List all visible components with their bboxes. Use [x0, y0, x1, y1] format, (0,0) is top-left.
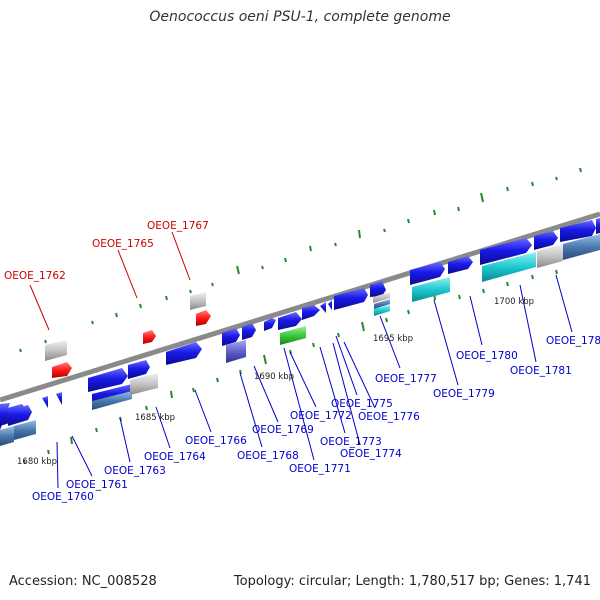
gene-label: OEOE_1774: [340, 448, 402, 460]
steel-feature: [0, 426, 14, 446]
gene-label: OEOE_1763: [104, 465, 166, 477]
steel-feature: [563, 234, 600, 260]
gene-arrow: [448, 256, 473, 274]
pseudo-gene: [537, 244, 563, 268]
gene-label: OEOE_1760: [32, 491, 94, 503]
gene-label: OEOE_1773: [320, 436, 382, 448]
gene-arrow: [596, 218, 600, 234]
gene-arrow: [222, 328, 240, 346]
gene-arrow: [560, 220, 596, 242]
feature-blocks[interactable]: [0, 234, 600, 446]
inner-track: [23, 269, 558, 465]
label-connectors: [29, 231, 573, 489]
rna-gene[interactable]: [143, 330, 156, 344]
gene-arrow: [8, 405, 32, 426]
position-ticks: 1680 kbp 1685 kbp 1690 kbp 1695 kbp 1700…: [17, 297, 534, 467]
gene-arrow: [128, 360, 150, 379]
tick-label: 1680 kbp: [17, 457, 57, 467]
pseudo-gene[interactable]: [190, 292, 206, 310]
gene-label: OEOE_1765: [92, 238, 154, 250]
pseudo-gene[interactable]: [45, 340, 67, 361]
tick-label: 1685 kbp: [135, 413, 175, 423]
gene-arrow: [166, 342, 202, 365]
tick-label: 1690 kbp: [254, 372, 294, 382]
gene-labels: OEOE_1760 OEOE_1761 OEOE_1762 OEOE_1763 …: [4, 220, 600, 503]
map-title: Oenococcus oeni PSU-1, complete genome: [149, 9, 451, 25]
gene-arrow: [534, 231, 558, 250]
gene-label: OEOE_1767: [147, 220, 209, 232]
pseudo-gene: [130, 373, 158, 395]
gene-label: OEOE_1769: [252, 424, 314, 436]
gene-label: OEOE_1764: [144, 451, 206, 463]
steel-feature: [92, 391, 132, 410]
gene-arrow: [88, 368, 128, 392]
gene-arrow: [302, 305, 320, 320]
cyan-feature: [374, 305, 390, 316]
gene-label: OEOE_1781: [510, 365, 572, 377]
steel-feature: [14, 420, 36, 440]
rna-gene[interactable]: [52, 362, 72, 378]
gene-label: OEOE_1771: [289, 463, 351, 475]
gene-arrow: [242, 323, 256, 340]
gene-label: OEOE_1762: [4, 270, 66, 282]
tick-label: 1695 kbp: [373, 334, 413, 344]
steel-feature: [374, 299, 390, 309]
genome-summary: Topology: circular; Length: 1,780,517 bp…: [233, 574, 591, 589]
green-feature: [280, 326, 306, 345]
gene-label: OEOE_1775: [331, 398, 393, 410]
cyan-feature: [482, 252, 536, 282]
gene-label: OEOE_1776: [358, 411, 420, 423]
cyan-feature: [412, 277, 450, 302]
tick-label: 1700 kbp: [494, 297, 534, 307]
gene-arrow: [328, 300, 332, 310]
gene-label: OEOE_1779: [433, 388, 495, 400]
gene-arrows[interactable]: [0, 218, 600, 430]
gene-arrow: [278, 312, 302, 330]
gene-arrow: [42, 396, 48, 408]
gene-label: OEOE_1782: [546, 335, 600, 347]
accession-text: Accession: NC_008528: [9, 574, 157, 589]
gene-arrow: [320, 302, 326, 313]
gene-label: OEOE_1768: [237, 450, 299, 462]
pseudo-gene: [373, 292, 390, 303]
gene-label: OEOE_1780: [456, 350, 518, 362]
gene-label: OEOE_1772: [290, 410, 352, 422]
gene-arrow: [56, 392, 62, 405]
gene-label: OEOE_1777: [375, 373, 437, 385]
gene-label: OEOE_1766: [185, 435, 247, 447]
purple-feature: [226, 340, 246, 363]
gene-arrow: [334, 288, 368, 310]
gene-arrow: [410, 262, 445, 285]
gene-label: OEOE_1761: [66, 479, 128, 491]
rna-gene[interactable]: [196, 310, 211, 326]
gene-arrow: [264, 318, 276, 331]
gc-skew-track: [19, 167, 582, 353]
gene-arrow: [480, 238, 532, 265]
gene-arrow: [370, 281, 386, 297]
